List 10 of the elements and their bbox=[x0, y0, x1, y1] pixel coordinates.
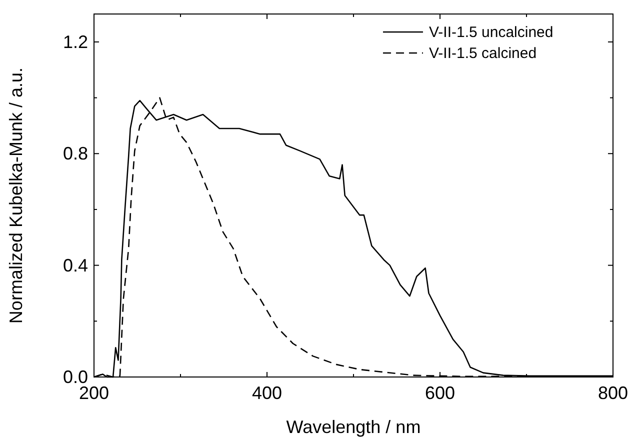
x-axis-title: Wavelength / nm bbox=[286, 417, 421, 437]
y-tick-label: 0.4 bbox=[62, 255, 88, 276]
y-tick-label: 1.2 bbox=[62, 32, 88, 52]
x-tick-label: 600 bbox=[424, 383, 456, 403]
x-tick-label: 400 bbox=[252, 383, 282, 403]
x-tick-label: 800 bbox=[598, 383, 628, 403]
legend-label: V-II-1.5 calcined bbox=[429, 45, 537, 62]
legend-label: V-II-1.5 uncalcined bbox=[429, 24, 554, 41]
y-axis-title: Normalized Kubelka-Munk / a.u. bbox=[6, 67, 26, 324]
y-tick-label: 0.8 bbox=[62, 144, 88, 164]
